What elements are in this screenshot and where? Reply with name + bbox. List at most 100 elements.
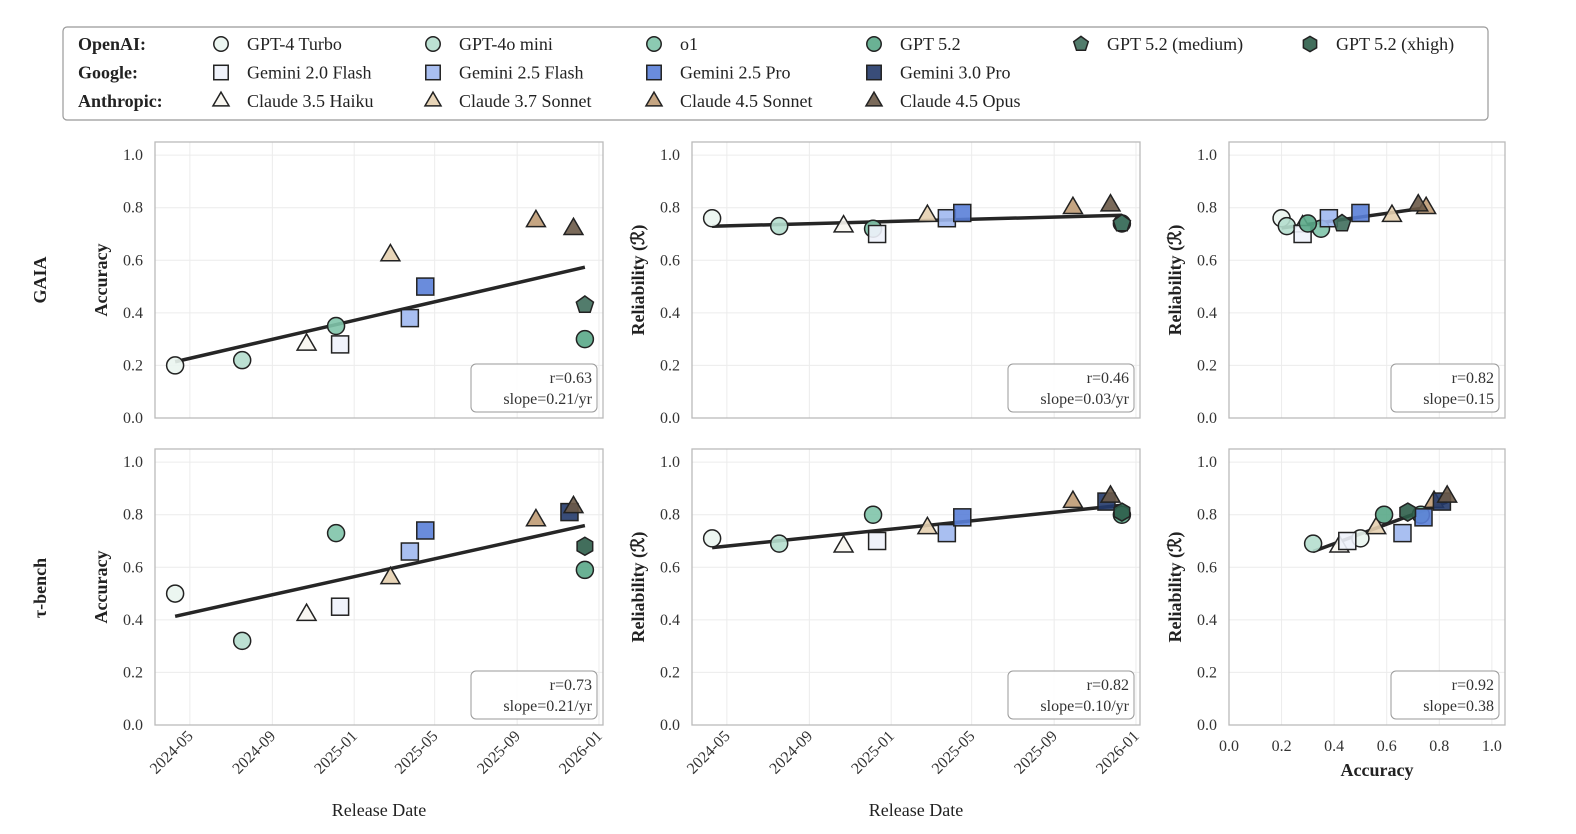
y-tick-label: 0.8	[123, 200, 143, 217]
legend-entry-label: Claude 3.7 Sonnet	[459, 91, 592, 111]
legend-entry-label: Gemini 2.5 Pro	[680, 63, 791, 83]
y-axis-label: Reliability (ℛ)	[628, 532, 649, 643]
y-tick-label: 1.0	[123, 147, 143, 164]
legend-marker-triangle	[644, 90, 664, 107]
legend-marker-square	[646, 64, 662, 81]
legend-entry-label: GPT 5.2 (medium)	[1107, 34, 1243, 55]
data-point-gemini-2-5-pro	[953, 203, 972, 223]
plot-frame	[691, 141, 1141, 419]
y-tick-label: 1.0	[660, 147, 680, 164]
x-tick-label: 2024-09	[229, 728, 279, 778]
stat-slope: slope=0.10/yr	[1040, 698, 1129, 715]
stats-box	[470, 670, 598, 720]
data-point-gpt-5-2-medium	[575, 295, 595, 314]
trend-line	[174, 523, 586, 618]
data-point-claude-3-5-haiku	[295, 332, 318, 351]
y-tick-label: 1.0	[1197, 454, 1217, 471]
stats-box	[1390, 363, 1500, 413]
y-tick-label: 0.6	[660, 252, 680, 269]
data-point-claude-4-5-sonnet	[1062, 489, 1084, 509]
data-point-gpt-4o-mini	[1303, 534, 1323, 553]
stat-slope: slope=0.38	[1423, 698, 1494, 715]
legend-group-label: OpenAI:	[78, 34, 146, 54]
stat-r: r=0.82	[1452, 370, 1494, 387]
y-tick-label: 0.2	[123, 357, 143, 374]
y-tick-label: 0.0	[123, 717, 143, 734]
data-point-gpt-4-turbo	[702, 529, 722, 548]
data-point-gemini-2-0-flash	[330, 335, 350, 354]
x-tick-label: 2025-09	[1011, 728, 1061, 778]
y-tick-label: 0.4	[123, 612, 143, 629]
data-point-gpt-4o-mini	[769, 216, 789, 236]
x-tick-label: 2025-01	[848, 728, 898, 778]
stat-r: r=0.82	[1087, 677, 1129, 694]
data-point-gpt-4o-mini	[232, 631, 252, 651]
y-tick-label: 0.8	[660, 507, 680, 524]
x-tick-label: 0.0	[1219, 738, 1239, 755]
y-tick-label: 1.0	[660, 454, 680, 471]
data-point-claude-3-5-haiku	[832, 214, 855, 233]
y-tick-label: 0.8	[1197, 200, 1217, 217]
x-tick-label: 2025-05	[392, 728, 442, 778]
y-tick-label: 0.0	[660, 410, 680, 427]
data-point-claude-3-7-sonnet	[1381, 203, 1403, 223]
legend-marker-square	[425, 64, 441, 81]
data-point-gemini-2-5-pro	[1351, 203, 1370, 223]
stats-box	[1007, 670, 1135, 720]
stats-box	[470, 363, 598, 413]
y-tick-label: 0.0	[123, 410, 143, 427]
stat-r: r=0.63	[550, 370, 592, 387]
legend-entry-label: GPT-4o mini	[459, 34, 553, 54]
data-point-gemini-2-0-flash	[330, 597, 350, 616]
data-point-gpt-5-2	[575, 560, 595, 580]
stats-box	[1390, 670, 1500, 720]
y-tick-label: 0.2	[1197, 664, 1217, 681]
stat-slope: slope=0.15	[1423, 391, 1494, 408]
data-point-claude-4-5-opus	[1407, 193, 1430, 212]
data-point-gpt-5-2	[1298, 214, 1318, 233]
y-tick-label: 0.6	[123, 559, 143, 576]
y-axis-label: Reliability (ℛ)	[1165, 225, 1186, 336]
data-point-gpt-4-turbo	[702, 208, 722, 228]
legend-marker-pentagon	[1072, 35, 1090, 51]
data-point-claude-3-7-sonnet	[379, 565, 402, 585]
plot-frame	[691, 448, 1141, 726]
legend-group-label: Google:	[78, 63, 138, 83]
stats-box	[1007, 363, 1135, 413]
y-tick-label: 0.2	[660, 357, 680, 374]
legend: OpenAI: GPT-4 Turbo GPT-4o mini o1 GPT 5.2 GP…	[62, 26, 1489, 121]
panel-5: 0.0 0.2 0.4 0.6 0.8 1.0 2024-05 2024-09 2025-01 2…	[628, 448, 1143, 820]
x-tick-label: 0.2	[1272, 738, 1292, 755]
panels: 0.0 0.2 0.4 0.6 0.8 1.0 Accuracy r=0.63 slope=0.…	[30, 141, 1506, 820]
y-tick-label: 1.0	[123, 454, 143, 471]
y-tick-label: 0.6	[1197, 559, 1217, 576]
legend-entry-label: Claude 4.5 Opus	[900, 91, 1021, 111]
row-label: GAIA	[30, 256, 50, 303]
legend-marker-circle	[646, 36, 662, 52]
legend-entry-label: o1	[680, 34, 698, 54]
x-tick-label: 2025-09	[474, 728, 524, 778]
y-tick-label: 0.4	[660, 612, 680, 629]
data-point-claude-4-5-opus	[1099, 484, 1122, 503]
data-point-claude-4-5-opus	[562, 216, 585, 236]
data-point-gpt-4o-mini	[232, 350, 252, 370]
legend-marker-square	[213, 64, 229, 81]
data-point-gemini-2-5-flash	[1393, 523, 1412, 543]
y-tick-label: 0.4	[1197, 612, 1217, 629]
data-point-gemini-2-5-flash	[937, 208, 957, 228]
stat-r: r=0.73	[550, 677, 592, 694]
legend-entry-label: Gemini 2.5 Flash	[459, 63, 584, 83]
legend-marker-circle	[213, 36, 229, 52]
y-axis-label: Accuracy	[91, 244, 111, 317]
legend-marker-triangle	[423, 90, 443, 107]
legend-entry-label: Gemini 2.0 Flash	[247, 63, 372, 83]
data-point-gpt-5-2-xhigh	[1113, 502, 1131, 522]
y-axis-label: Accuracy	[91, 551, 111, 624]
data-point-gpt-4-turbo	[165, 584, 185, 603]
x-tick-label: 1.0	[1482, 738, 1502, 755]
data-point-gemini-2-5-pro	[416, 277, 435, 296]
legend-group-label: Anthropic:	[78, 91, 163, 111]
y-tick-label: 0.2	[123, 664, 143, 681]
legend-entry-label: GPT 5.2	[900, 34, 961, 54]
